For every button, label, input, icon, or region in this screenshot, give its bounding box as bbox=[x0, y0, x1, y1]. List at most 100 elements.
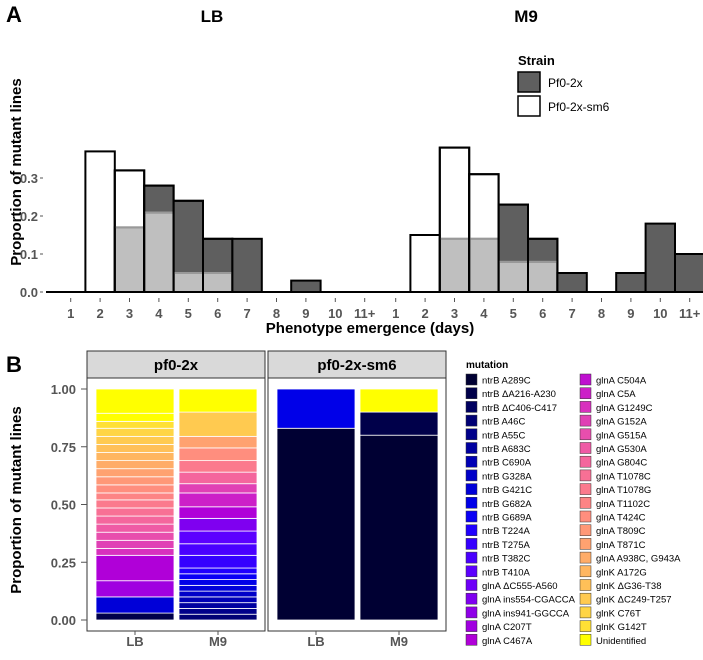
mutation-label: glnA T1102C bbox=[596, 499, 650, 510]
mutation-swatch bbox=[465, 373, 478, 386]
stack-segment bbox=[178, 388, 258, 413]
stack-segment bbox=[95, 412, 175, 422]
mutation-label: glnA ins941-GGCCA bbox=[482, 608, 570, 619]
panel-a-y-axis-title: Proportion of mutant lines bbox=[8, 78, 25, 266]
bar-pf0-2x-sm6 bbox=[438, 146, 471, 293]
stack-segment bbox=[178, 602, 258, 609]
y-tick-label: 1.00 bbox=[51, 382, 76, 397]
stack-segment bbox=[178, 483, 258, 494]
x-tick-label: 9 bbox=[627, 306, 634, 321]
m9-histogram: 1 2 3 4 5 6 7 8 9 10 11+ bbox=[371, 146, 703, 321]
mutation-label: glnA G1249C bbox=[596, 403, 653, 414]
mutation-swatch bbox=[579, 565, 592, 578]
mutation-label: glnK C76T bbox=[596, 608, 641, 619]
x-tick-label: 7 bbox=[243, 306, 250, 321]
stack-segment bbox=[95, 515, 175, 525]
mutation-swatch bbox=[465, 442, 478, 454]
y-tick-label: 0.00 bbox=[51, 613, 76, 628]
x-tick-label: 3 bbox=[126, 306, 133, 321]
mutation-swatch bbox=[579, 634, 592, 646]
y-tick-label: 0.25 bbox=[51, 555, 76, 570]
y-tick-label: 0.2 bbox=[20, 209, 38, 224]
mutation-swatch bbox=[579, 455, 592, 468]
mutation-swatch bbox=[579, 620, 592, 632]
stack-segment bbox=[359, 434, 439, 621]
m9-panel-title: M9 bbox=[514, 7, 538, 26]
bar-pf0-2x-sm6 bbox=[409, 234, 441, 293]
stack-segment bbox=[178, 492, 258, 508]
x-tick-label: 6 bbox=[214, 306, 221, 321]
facet-label-pf0-2x-sm6: pf0-2x-sm6 bbox=[317, 357, 396, 374]
stack-segment bbox=[178, 411, 258, 437]
mutation-label: ntrB G328A bbox=[482, 471, 532, 482]
stack-segment bbox=[178, 506, 258, 519]
mutation-swatch bbox=[465, 510, 478, 523]
x-tick-label: 8 bbox=[598, 306, 605, 321]
bar-pf0-2x bbox=[674, 253, 703, 293]
x-tick-label: 4 bbox=[480, 306, 488, 321]
mutation-label: glnA ins554-CGACCA bbox=[482, 595, 576, 606]
mutation-swatch bbox=[465, 401, 478, 413]
mutation-swatch bbox=[465, 428, 478, 441]
stack-segment bbox=[95, 427, 175, 437]
mutation-label: glnA G515A bbox=[596, 430, 647, 441]
mutation-swatch bbox=[465, 592, 478, 605]
bar-pf0-2x bbox=[290, 279, 322, 294]
mutation-swatch bbox=[579, 442, 592, 454]
y-tick-label: 0.0 bbox=[20, 285, 38, 300]
stack-segment bbox=[95, 539, 175, 549]
mutation-swatch bbox=[579, 401, 592, 413]
stack-segment bbox=[95, 468, 175, 478]
stack-segment bbox=[95, 612, 175, 621]
bar-pf0-2x-sm6 bbox=[468, 173, 500, 293]
stack-segment bbox=[178, 579, 258, 586]
mutation-swatch bbox=[579, 373, 592, 386]
facet-strip-pf0-2x-sm6 bbox=[267, 350, 447, 379]
x-tick-label: 3 bbox=[451, 306, 458, 321]
mutation-swatch bbox=[579, 538, 592, 550]
bar-pf0-2x-sm6 bbox=[172, 272, 205, 293]
x-tick-label: LB bbox=[307, 634, 324, 649]
mutation-label: ntrB A55C bbox=[482, 430, 525, 441]
y-tick-label: 0.3 bbox=[20, 171, 38, 186]
mutation-swatch bbox=[579, 469, 592, 482]
legend-label-pf0-2x-sm6: Pf0-2x-sm6 bbox=[548, 100, 610, 114]
bar-pf0-2x-sm6 bbox=[143, 211, 175, 293]
mutation-swatch bbox=[465, 524, 478, 536]
strain-legend-title: Strain bbox=[518, 53, 555, 68]
x-tick-label: 11+ bbox=[679, 306, 701, 321]
x-tick-label: 9 bbox=[302, 306, 309, 321]
mutation-label: ntrB T224A bbox=[482, 526, 531, 537]
stack-segment bbox=[178, 543, 258, 556]
x-tick-label: 5 bbox=[510, 306, 517, 321]
mutation-label: glnA C467A bbox=[482, 636, 533, 647]
mutation-swatch bbox=[579, 414, 592, 427]
mutation-swatch bbox=[579, 592, 592, 605]
bar-pf0-2x-sm6 bbox=[202, 272, 234, 293]
stack-segment bbox=[178, 517, 258, 532]
stack-segment bbox=[95, 452, 175, 462]
mutation-swatch bbox=[465, 414, 478, 427]
mutation-label: glnA C504A bbox=[596, 376, 647, 387]
mutation-label: glnA ΔC555-A560 bbox=[482, 581, 558, 592]
mutation-label: ntrB A289C bbox=[482, 376, 531, 387]
stack-segment bbox=[178, 613, 258, 621]
x-tick-label: M9 bbox=[209, 634, 227, 649]
mutation-label: glnA G152A bbox=[596, 417, 647, 428]
mutation-legend: ntrB A289C ntrB ΔA216-A230 ntrB ΔC406-C417… bbox=[465, 373, 681, 647]
mutation-label: glnA A938C, G943A bbox=[596, 554, 681, 565]
mutation-label: glnK ΔC249-T257 bbox=[596, 595, 672, 606]
mutation-label: ntrB G689A bbox=[482, 513, 532, 524]
stack-segment bbox=[178, 460, 258, 473]
panel-b-y-axis-title: Proportion of mutant lines bbox=[8, 406, 25, 594]
bar-pf0-2x bbox=[644, 222, 676, 294]
bar-pf0-2x-sm6 bbox=[113, 169, 146, 293]
panel-b-letter: B bbox=[6, 352, 22, 377]
panel-a-letter: A bbox=[6, 2, 22, 27]
stack-segment bbox=[178, 435, 258, 449]
stack-segment bbox=[276, 388, 356, 429]
stack-segment bbox=[178, 608, 258, 615]
strain-legend: Strain Pf0-2x Pf0-2x-sm6 bbox=[517, 53, 610, 117]
stack-segment bbox=[95, 435, 175, 445]
stack-segment bbox=[95, 531, 175, 541]
